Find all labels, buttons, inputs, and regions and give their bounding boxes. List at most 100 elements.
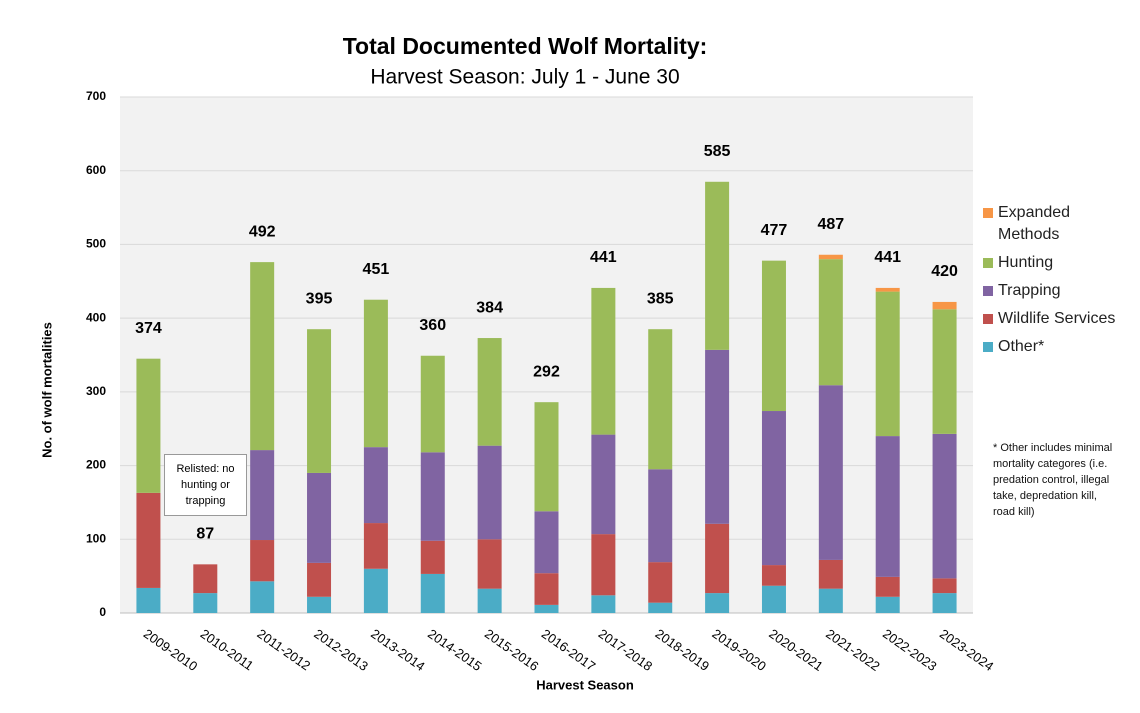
bar-segment [193,564,218,594]
y-tick-label: 200 [86,458,106,472]
bar-segment [250,450,275,541]
total-label: 441 [874,249,901,266]
bar-segment [705,349,730,524]
bar-segment [477,445,502,540]
bar-segment [932,578,957,594]
chart-title: Total Documented Wolf Mortality: [343,33,708,59]
bar-segment [761,585,786,613]
bar-segment [818,588,843,613]
x-tick-label: 2012-2013 [311,626,371,674]
bar-segment [705,523,730,594]
bar-segment [875,436,900,577]
bar-segment [875,596,900,613]
legend-swatch [983,314,993,324]
x-tick-label: 2009-2010 [141,626,201,674]
legend-label: Wildlife Services [998,310,1116,327]
y-tick-label: 0 [99,605,106,619]
total-label: 477 [761,222,788,239]
x-tick-label: 2016-2017 [539,626,599,674]
bar-segment [307,472,332,563]
y-tick-label: 300 [86,384,106,398]
y-tick-label: 400 [86,310,106,324]
bar-segment [932,433,957,579]
legend-swatch [983,342,993,352]
bar-segment [477,588,502,613]
bar-segment [477,338,502,446]
bar-segment [761,260,786,412]
total-label: 492 [249,223,276,240]
bar-segment [250,581,275,613]
total-label: 451 [363,261,390,278]
bar-segment [307,562,332,597]
bar-segment [648,469,673,563]
bar-segment [875,287,900,292]
bar-segment [136,492,161,588]
bar-segment [591,287,616,435]
y-tick-label: 700 [86,89,106,103]
bar-segment [761,565,786,586]
y-axis-title: No. of wolf mortalities [39,322,54,458]
bar-segment [875,291,900,437]
legend-label: Other* [998,338,1045,355]
legend-item: Expanded Methods [983,202,1133,246]
legend-label: Trapping [998,282,1061,299]
annotation: Relisted: no hunting or trapping [164,454,247,516]
legend-item: Trapping [983,280,1133,302]
total-label: 385 [647,290,674,307]
bar-segment [193,593,218,613]
bar-segment [363,523,388,569]
bar-segment [250,262,275,451]
bar-segment [591,434,616,535]
legend: Expanded Methods Hunting Trapping Wildlife … [983,202,1133,364]
legend-label: Expanded Methods [998,204,1071,243]
y-tick-label: 600 [86,163,106,177]
total-label: 420 [931,263,958,280]
bar-segment [420,573,445,613]
bar-segment [818,385,843,560]
bar-segment [705,181,730,350]
bar-segment [705,593,730,613]
x-tick-label: 2017-2018 [596,626,656,674]
legend-item: Hunting [983,252,1133,274]
x-tick-label: 2014-2015 [425,626,485,674]
bar-segment [420,540,445,574]
footnote: * Other includes minimal mortality categ… [993,442,1113,518]
bar-segment [363,447,388,524]
legend-item: Other* [983,336,1133,358]
x-tick-label: 2022-2023 [880,626,940,674]
bar-segment [534,511,559,574]
x-tick-label: 2023-2024 [937,626,997,674]
legend-swatch [983,286,993,296]
bar-segment [307,596,332,613]
bar-segment [818,259,843,386]
bar-segment [363,568,388,613]
x-tick-label: 2010-2011 [198,626,257,673]
total-label: 360 [419,317,446,334]
bar-segment [136,587,161,613]
total-label: 585 [704,143,731,160]
bar-segment [761,411,786,566]
bar-segment [875,576,900,597]
legend-swatch [983,208,993,218]
bar-segment [534,604,559,613]
x-tick-label: 2015-2016 [482,626,542,674]
bar-segment [932,593,957,613]
bar-segment [591,595,616,613]
x-tick-label: 2011-2012 [254,626,313,673]
bar-segment [420,355,445,453]
bar-segment [477,539,502,589]
legend-swatch [983,258,993,268]
x-tick-label: 2013-2014 [368,626,428,674]
bar-segment [648,602,673,613]
total-label: 87 [196,526,214,543]
bar-segment [363,299,388,448]
bar-segment [420,452,445,541]
chart-subtitle: Harvest Season: July 1 - June 30 [370,66,679,89]
x-tick-label: 2018-2019 [653,626,713,674]
total-label: 441 [590,249,617,266]
bar-segment [534,402,559,512]
y-tick-label: 100 [86,531,106,545]
total-label: 395 [306,290,333,307]
